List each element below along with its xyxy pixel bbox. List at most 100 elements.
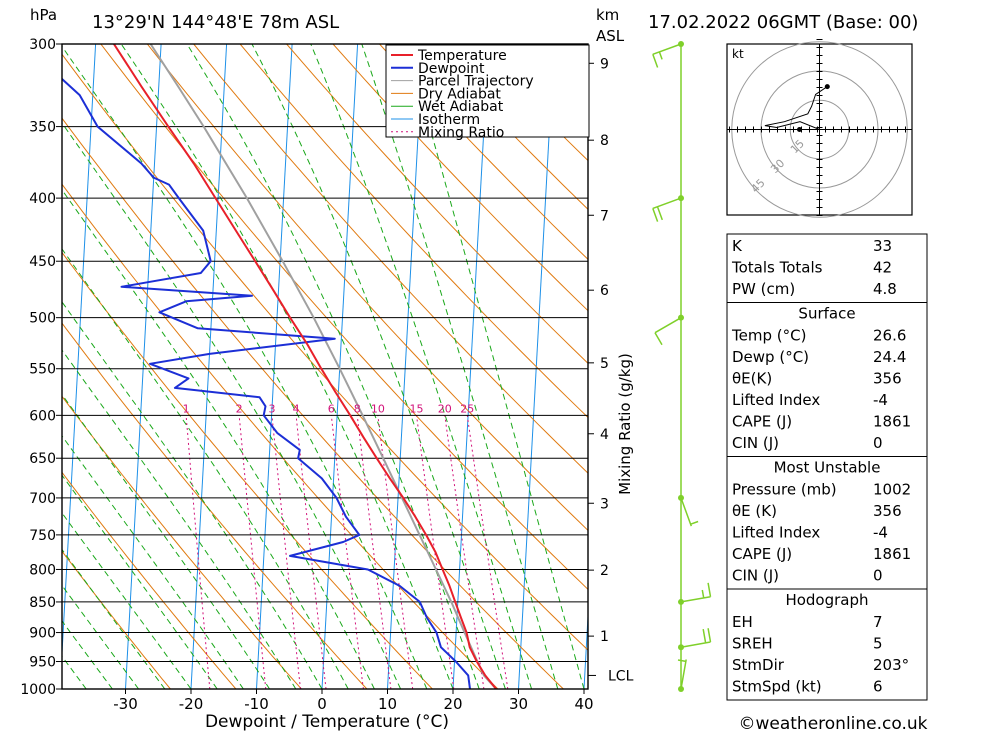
wet-adiabat-line: [62, 122, 402, 689]
legend-entry: Isotherm: [418, 112, 480, 128]
isotherm-line: [125, 44, 162, 689]
surface-table-row-label: CAPE (J): [732, 413, 792, 431]
wind-barb: [652, 197, 682, 222]
pressure-tick-label: 850: [29, 595, 56, 611]
most-unstable-table-row-value: 1002: [873, 481, 911, 499]
surface-table-row-value: 1861: [873, 413, 911, 431]
surface-table-row-value: 24.4: [873, 348, 906, 366]
most-unstable-table-box: [726, 456, 928, 590]
hodograph-stats-table-row-label: StmDir: [732, 656, 785, 674]
hodograph-stats-table-row-value: 6: [873, 678, 883, 696]
hodograph-stats-table-row-label: SREH: [732, 635, 773, 653]
mixing-ratio-label: 8: [354, 402, 361, 415]
wet-adiabat-line: [62, 548, 166, 689]
surface-table-row-label: CIN (J): [732, 434, 779, 452]
hodograph-trace: [764, 86, 828, 130]
location-label: 13°29'N 144°48'E 78m ASL: [92, 12, 339, 33]
km-tick-label: 7: [600, 208, 609, 224]
km-tick-label: 6: [600, 283, 609, 299]
wet-adiabat-line: [186, 44, 480, 689]
indices-table-box: [726, 233, 928, 303]
km-tick-label: 9: [600, 56, 609, 72]
legend-entry: Parcel Trajectory: [418, 74, 534, 90]
surface-table-row-value: 26.6: [873, 327, 906, 345]
km-tick-label: 2: [600, 563, 609, 579]
asl-unit-label: ASL: [596, 27, 625, 45]
hodograph-stats-table-row-value: 203°: [873, 656, 909, 674]
km-tick-label: 3: [600, 496, 609, 512]
most-unstable-table-title: Most Unstable: [774, 459, 881, 477]
mixing-ratio-label: 3: [269, 402, 276, 415]
most-unstable-table-row-value: 356: [873, 502, 902, 520]
km-tick-label: 1: [600, 629, 609, 645]
mixing-ratio-label: 4: [293, 402, 300, 415]
temperature-tick-label: 30: [509, 695, 528, 713]
most-unstable-table-row-label: Lifted Index: [732, 524, 820, 542]
indices-table-row-value: 42: [873, 259, 892, 277]
wind-barb: [680, 582, 712, 603]
hodograph-end-marker: [824, 84, 830, 90]
dry-adiabat-line: [379, 44, 588, 261]
temperature-tick-label: -20: [179, 695, 204, 713]
surface-table-row-label: θE(K): [732, 370, 772, 388]
indices-table-row-label: Totals Totals: [731, 259, 823, 277]
wind-barb: [677, 659, 687, 690]
isotherm-line: [256, 44, 293, 689]
hodograph-stats-table-title: Hodograph: [785, 591, 868, 609]
wind-barb: [652, 43, 682, 68]
dry-adiabat-line: [239, 44, 588, 419]
legend-entry: Mixing Ratio: [418, 125, 504, 141]
pressure-tick-label: 450: [29, 254, 56, 270]
temperature-tick-label: -30: [113, 695, 138, 713]
mixing-ratio-labels: 1 2 3 4 6 8 10 15 20 25: [183, 402, 475, 415]
km-tick-label: 8: [600, 133, 609, 149]
lcl-label: LCL: [608, 668, 634, 684]
pressure-tick-label: 600: [29, 408, 56, 424]
mixing-ratio-label: 15: [410, 402, 424, 415]
temperature-tick-label: 0: [317, 695, 327, 713]
most-unstable-table-row-value: 0: [873, 567, 883, 585]
surface-table-title: Surface: [798, 305, 855, 323]
dry-adiabat-line: [62, 550, 171, 689]
wet-adiabat-line: [62, 584, 140, 689]
dry-adiabat-line: [332, 44, 588, 312]
legend-entry: Wet Adiabat: [418, 99, 504, 115]
wind-barb: [680, 497, 699, 527]
wind-level-dot: [678, 644, 684, 651]
most-unstable-table-row-label: CIN (J): [732, 567, 779, 585]
pressure-tick-label: 500: [29, 311, 56, 327]
wind-barb-column: [652, 41, 712, 692]
dry-adiabat-line: [62, 471, 237, 689]
mixing-ratio-label: 2: [236, 402, 243, 415]
wind-barb: [680, 628, 712, 648]
mixing-ratio-line: [271, 415, 301, 689]
legend-entry: Dry Adiabat: [418, 86, 501, 102]
indices-table-row-label: K: [732, 237, 743, 255]
legend-entry: Dewpoint: [418, 61, 485, 77]
isotherm-line: [62, 44, 97, 662]
storm-motion-marker: [797, 127, 802, 132]
indices-table-row-value: 33: [873, 237, 892, 255]
hodograph-stats-table-row-label: StmSpd (kt): [732, 678, 822, 696]
most-unstable-table-row-label: CAPE (J): [732, 545, 792, 563]
surface-table-row-value: 356: [873, 370, 902, 388]
hodograph-stats-table-row-label: EH: [732, 613, 753, 631]
isotherm-line: [0, 44, 30, 689]
surface-table-row-label: Dewp (°C): [732, 348, 809, 366]
temperature-tick-label: 10: [378, 695, 397, 713]
pressure-tick-label: 700: [29, 491, 56, 507]
temperature-tick-label: 40: [574, 695, 593, 713]
sounding-profiles: [62, 44, 497, 689]
copyright-label: ©weatheronline.co.uk: [738, 714, 927, 733]
pressure-tick-label: 300: [29, 37, 56, 53]
most-unstable-table-row-value: -4: [873, 524, 888, 542]
mixing-ratio-label: 6: [328, 402, 335, 415]
index-tables: K 33 Totals Totals 42 PW (cm) 4.8 Surface Temp …: [726, 233, 928, 701]
wet-adiabat-line: [62, 248, 349, 689]
indices-table-row-label: PW (cm): [732, 280, 795, 298]
isotherm-line: [321, 44, 359, 689]
indices-table-row-value: 4.8: [873, 280, 897, 298]
mixing-ratio-line: [466, 415, 509, 689]
